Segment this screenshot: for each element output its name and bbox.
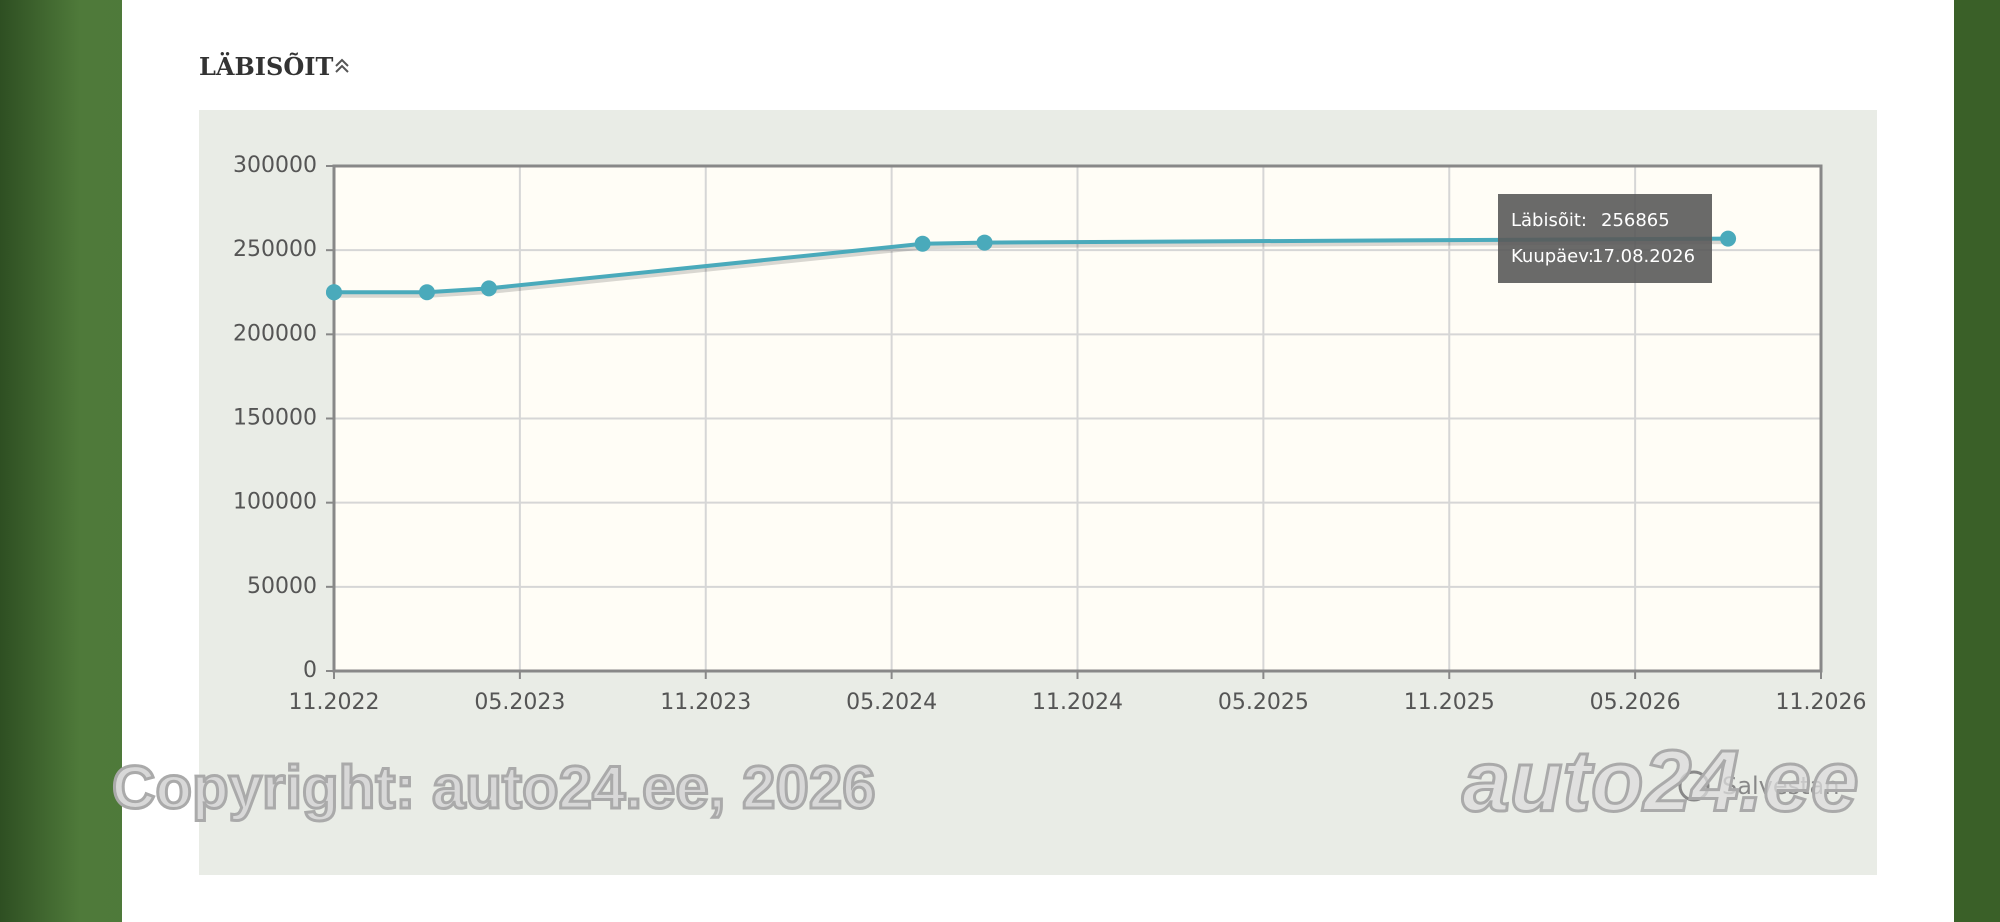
x-tick-label: 05.2026 [1590, 690, 1681, 715]
copyright-watermark: Copyright: auto24.ee, 2026 [112, 754, 876, 821]
tooltip-box [1498, 194, 1712, 283]
tooltip-label: Kuupäev: [1511, 246, 1594, 267]
tooltip-value: 256865 [1601, 210, 1670, 231]
point[interactable] [1720, 230, 1737, 247]
point[interactable] [976, 234, 993, 251]
line [334, 236, 1729, 295]
logo-watermark: auto24.ee [1462, 734, 1859, 830]
x-tick-label: 11.2025 [1404, 690, 1495, 715]
x-tick-label: 11.2024 [1032, 690, 1123, 715]
y-tick-label: 200000 [233, 321, 317, 346]
x-tick-label: 11.2026 [1776, 690, 1867, 715]
save-icon[interactable] [1678, 770, 1710, 802]
point[interactable] [480, 280, 497, 297]
y-tick-label: 250000 [233, 237, 317, 262]
tooltip-label: Läbisõit: [1511, 210, 1587, 231]
section-title[interactable]: LÄBISÕIT [199, 52, 334, 81]
point[interactable] [326, 284, 342, 301]
y-tick-label: 0 [303, 658, 317, 683]
y-tick-label: 300000 [233, 153, 317, 178]
x-tick-label: 05.2024 [846, 690, 937, 715]
x-tick-label: 05.2025 [1218, 690, 1309, 715]
point[interactable] [418, 284, 435, 301]
x-tick-label: 11.2023 [660, 690, 751, 715]
x-tick-label: 11.2022 [289, 690, 380, 715]
line-shadow [336, 239, 1731, 298]
point[interactable] [914, 235, 931, 252]
y-tick-label: 50000 [247, 574, 317, 599]
save-button[interactable]: Salvestan [1722, 772, 1839, 800]
y-tick-label: 100000 [233, 490, 317, 515]
tooltip-value: 17.08.2026 [1592, 246, 1695, 267]
collapse-icon[interactable] [335, 58, 349, 73]
x-tick-label: 05.2023 [474, 690, 565, 715]
plot-border [332, 164, 1823, 673]
y-tick-label: 150000 [233, 406, 317, 431]
